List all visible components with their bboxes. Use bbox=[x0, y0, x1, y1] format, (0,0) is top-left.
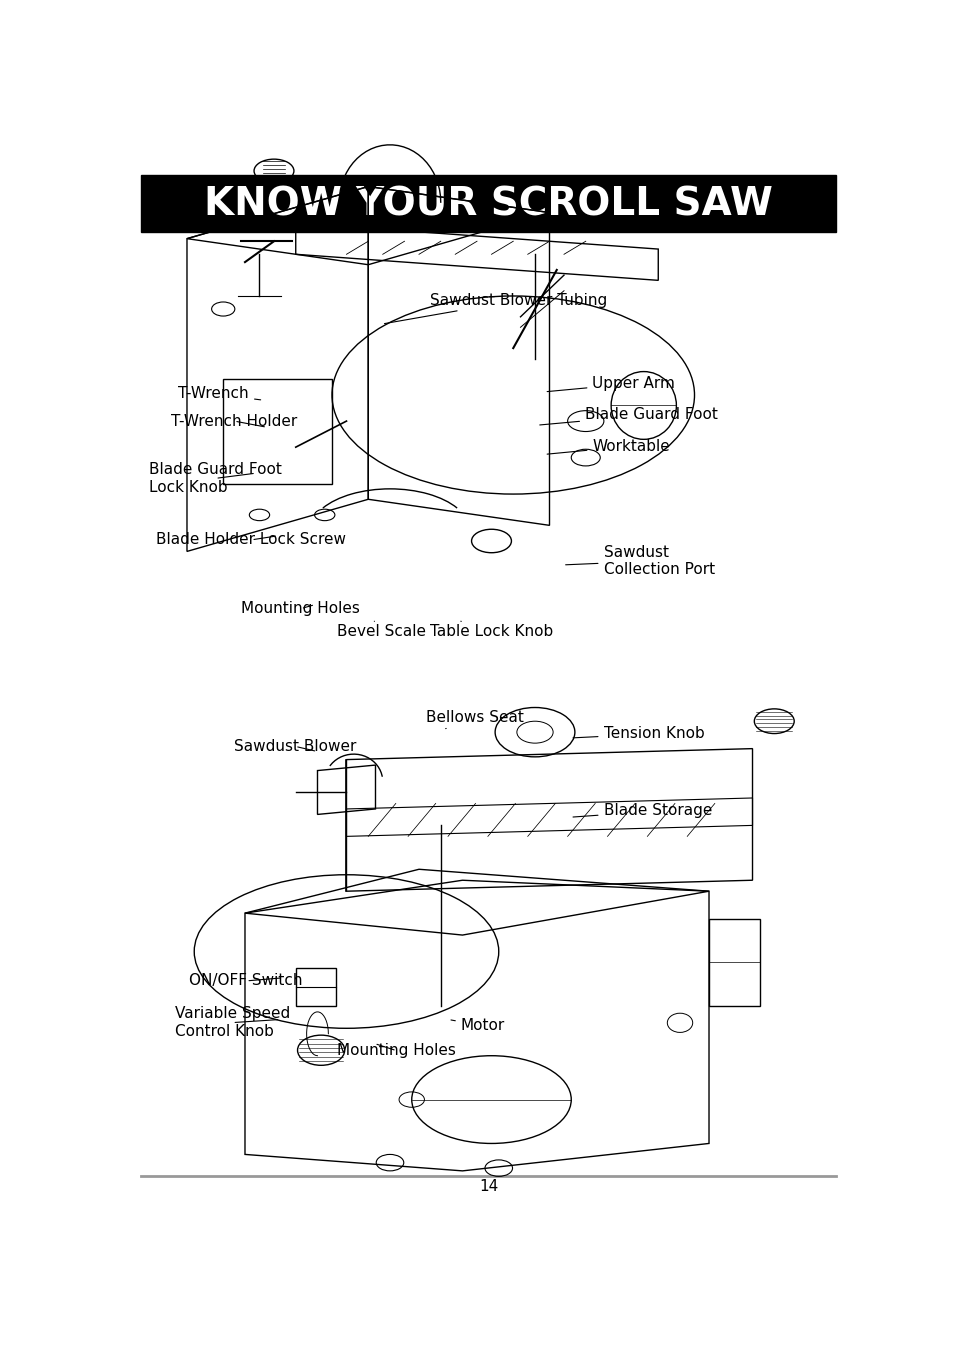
Text: Blade Storage: Blade Storage bbox=[573, 803, 711, 818]
Text: Bellows Seat: Bellows Seat bbox=[426, 709, 523, 728]
Text: Blade Guard Foot
Lock Knob: Blade Guard Foot Lock Knob bbox=[149, 462, 281, 494]
Text: 14: 14 bbox=[478, 1179, 498, 1194]
Text: Upper Arm: Upper Arm bbox=[547, 376, 675, 391]
Text: ON/OFF Switch: ON/OFF Switch bbox=[190, 974, 303, 988]
Text: Variable Speed
Control Knob: Variable Speed Control Knob bbox=[174, 1006, 290, 1039]
Text: Mounting Holes: Mounting Holes bbox=[337, 1044, 456, 1059]
Bar bbox=[295, 968, 335, 1006]
Bar bbox=[708, 918, 759, 1006]
Text: Worktable: Worktable bbox=[547, 439, 669, 454]
Text: T-Wrench Holder: T-Wrench Holder bbox=[171, 413, 297, 428]
Text: Sawdust Blower: Sawdust Blower bbox=[233, 739, 355, 754]
Text: Motor: Motor bbox=[451, 1018, 504, 1033]
Text: Mounting Holes: Mounting Holes bbox=[241, 601, 359, 616]
Text: T-Wrench: T-Wrench bbox=[178, 386, 260, 401]
Text: Tension Knob: Tension Knob bbox=[573, 726, 703, 741]
Text: Blade Guard Foot: Blade Guard Foot bbox=[539, 408, 718, 425]
Bar bbox=[223, 379, 332, 483]
Text: Sawdust Blower Tubing: Sawdust Blower Tubing bbox=[384, 292, 606, 324]
FancyBboxPatch shape bbox=[141, 175, 836, 233]
Text: Table Lock Knob: Table Lock Knob bbox=[429, 621, 553, 639]
Text: Bevel Scale: Bevel Scale bbox=[337, 621, 426, 639]
Text: KNOW YOUR SCROLL SAW: KNOW YOUR SCROLL SAW bbox=[204, 185, 773, 223]
Text: Sawdust
Collection Port: Sawdust Collection Port bbox=[565, 544, 714, 577]
Text: Blade Holder Lock Screw: Blade Holder Lock Screw bbox=[156, 532, 346, 547]
